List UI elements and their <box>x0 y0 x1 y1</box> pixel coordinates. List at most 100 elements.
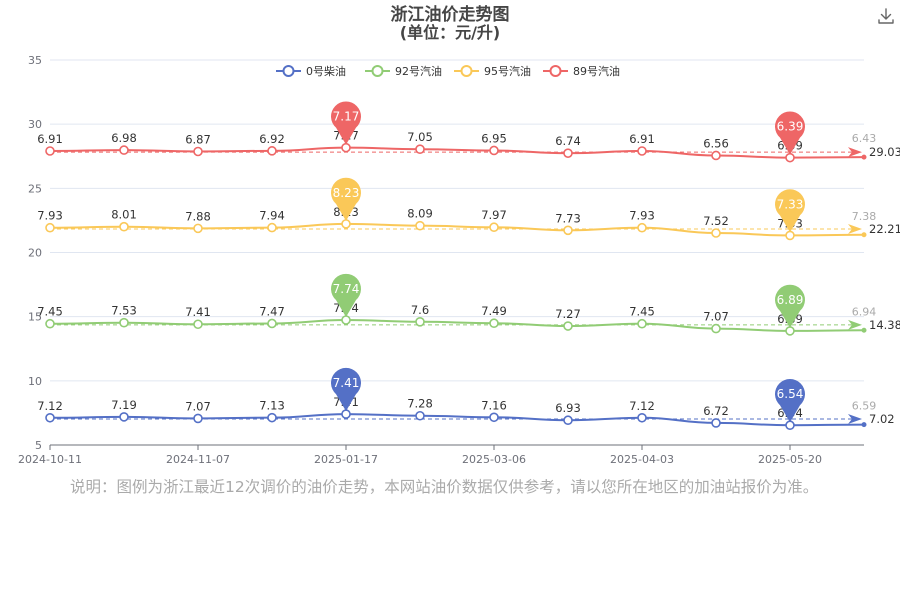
legend-marker <box>549 65 562 77</box>
data-label: 7.94 <box>259 209 285 223</box>
series-line <box>49 413 865 427</box>
data-label: 6.92 <box>259 132 285 146</box>
legend-marker <box>282 65 295 77</box>
max-pin <box>331 367 362 412</box>
data-point <box>45 318 55 329</box>
data-label: 7.27 <box>555 307 581 321</box>
average-arrow <box>848 224 862 235</box>
data-point <box>489 222 499 233</box>
max-pin-label: 7.74 <box>333 282 360 296</box>
data-point <box>119 317 129 328</box>
min-pin <box>775 379 806 423</box>
y-tick-label: 25 <box>28 182 42 195</box>
data-point <box>489 145 499 156</box>
series-line <box>49 222 865 237</box>
data-label: 7.6 <box>411 303 429 317</box>
data-point <box>637 222 647 233</box>
data-point <box>267 318 277 329</box>
y-axis: 5 10 15 20 25 30 35 <box>28 54 42 452</box>
min-pin-label: 6.39 <box>777 120 804 134</box>
y-tick-label: 20 <box>28 247 42 260</box>
x-tick-label: 2024-10-11 <box>18 453 82 466</box>
max-pin-label: 8.23 <box>333 186 360 200</box>
min-pin <box>775 111 806 155</box>
data-label: 7.73 <box>555 211 581 225</box>
data-label: 7.52 <box>703 214 729 228</box>
average-arrow <box>848 414 862 425</box>
y-tick-label: 35 <box>28 54 42 67</box>
data-label: 7.07 <box>185 399 211 413</box>
chart-note: 说明：图例为浙江最近12次调价的油价走势，本网站油价数据仅供参考，请以您所在地区… <box>70 478 819 496</box>
grid-lines <box>50 59 864 382</box>
data-point <box>341 409 351 419</box>
data-label: 7.07 <box>703 310 729 324</box>
data-point <box>415 410 425 421</box>
data-point <box>861 232 867 238</box>
max-pin <box>331 273 362 318</box>
data-label: 7.12 <box>629 399 655 413</box>
min-pin-label: 6.54 <box>777 387 804 401</box>
data-point <box>861 327 867 333</box>
data-point <box>785 230 795 241</box>
data-label: 6.59 <box>852 400 877 413</box>
series-line <box>49 319 865 332</box>
data-label: 6.91 <box>629 132 655 146</box>
x-tick-label: 2025-04-03 <box>610 453 674 466</box>
data-point <box>45 222 55 233</box>
data-point <box>45 146 55 156</box>
average-label: 29.03 <box>869 145 900 159</box>
legend-marker <box>371 65 384 77</box>
data-point <box>637 412 647 423</box>
y-tick-label: 30 <box>28 118 42 131</box>
data-point <box>341 219 351 229</box>
legend-item-3[interactable]: 89号汽油 <box>543 64 620 78</box>
data-point <box>119 145 129 155</box>
data-point <box>45 412 55 423</box>
chart-title: 浙江油价走势图 <box>391 4 510 25</box>
legend[interactable]: 0号柴油 92号汽油 95号汽油 89号汽油 <box>276 64 620 78</box>
data-point <box>489 318 499 329</box>
data-point <box>785 152 795 163</box>
data-label: 7.93 <box>629 209 655 223</box>
data-label: 7.97 <box>481 208 507 222</box>
max-pin <box>331 177 362 221</box>
data-label: 6.95 <box>481 131 507 145</box>
data-point <box>193 146 203 157</box>
data-label: 6.91 <box>37 132 63 146</box>
legend-label: 89号汽油 <box>573 64 620 78</box>
y-tick-label: 5 <box>35 439 42 452</box>
data-point <box>785 326 795 336</box>
data-label: 7.12 <box>37 399 63 413</box>
data-label: 7.45 <box>37 305 63 319</box>
data-point <box>861 422 867 428</box>
data-label: 7.47 <box>259 304 285 318</box>
data-point <box>711 150 721 161</box>
data-label: 7.38 <box>852 210 877 223</box>
x-tick-label: 2025-01-17 <box>314 453 378 466</box>
legend-item-2[interactable]: 95号汽油 <box>454 64 531 78</box>
max-pin-label: 7.41 <box>333 376 360 390</box>
data-point <box>119 221 129 232</box>
data-label: 7.49 <box>481 304 507 318</box>
average-label: 14.38 <box>869 318 900 332</box>
data-point <box>861 154 867 160</box>
data-label: 7.88 <box>185 209 211 223</box>
data-point <box>415 144 425 154</box>
data-point <box>267 146 277 156</box>
average-label: 22.21 <box>869 222 900 236</box>
data-point <box>193 413 203 424</box>
data-label: 7.19 <box>111 398 137 412</box>
series-0: 7.02 7.12 7.19 7.07 7.13 7.41 7.28 7.16 6.93 7.12… <box>37 367 895 431</box>
data-label: 7.45 <box>629 305 655 319</box>
data-label: 7.93 <box>37 209 63 223</box>
legend-item-0[interactable]: 0号柴油 <box>276 64 346 78</box>
x-tick-label: 2024-11-07 <box>166 453 230 466</box>
max-pin <box>331 101 362 145</box>
data-point <box>341 142 351 153</box>
download-icon[interactable] <box>876 6 896 26</box>
legend-item-1[interactable]: 92号汽油 <box>365 64 442 78</box>
data-point <box>637 318 647 329</box>
data-label: 6.98 <box>111 131 137 145</box>
series-3: 29.03 6.91 6.98 6.87 6.92 7.17 7.05 6.95 6.74 6.9… <box>37 101 900 163</box>
